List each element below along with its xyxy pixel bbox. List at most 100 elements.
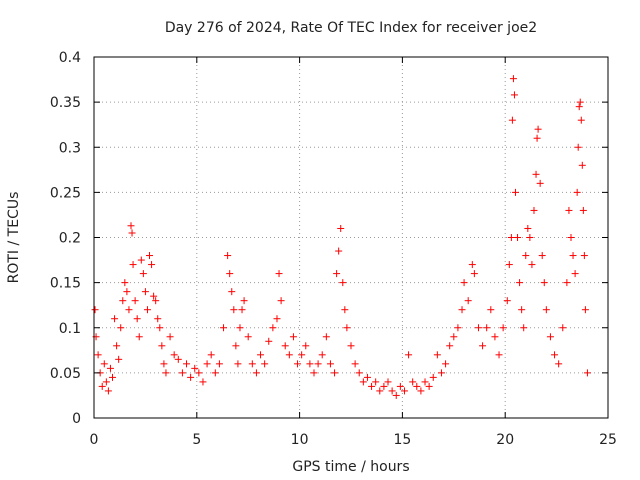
data-point [355,369,363,377]
data-point [183,360,191,368]
data-point [540,279,548,287]
data-point [491,333,499,341]
data-point [384,378,392,386]
data-points [91,75,591,399]
data-point [261,360,269,368]
data-point [433,351,441,359]
data-point [98,382,106,390]
data-point [166,333,174,341]
data-point [450,333,458,341]
data-point [526,234,534,241]
data-point [318,351,326,359]
data-point [104,387,112,395]
data-point [215,360,223,368]
data-point [442,360,450,368]
data-point [405,351,413,359]
data-point [392,391,400,399]
data-point [536,179,544,187]
data-point [298,351,306,359]
data-point [162,369,170,377]
data-point [509,75,517,83]
data-point [322,333,330,341]
data-point [464,297,472,305]
data-point [273,315,281,323]
data-point [569,252,577,260]
data-point [141,288,149,296]
data-point [514,234,522,241]
data-point [244,333,252,341]
data-point [294,360,302,368]
data-point [139,270,147,278]
data-point [474,324,482,332]
data-point [483,324,491,332]
data-point [117,324,125,332]
data-point [507,234,515,241]
data-point [94,351,102,359]
data-point [532,170,540,178]
data-point [576,98,584,106]
data-point [567,234,575,241]
data-point [154,315,162,323]
data-point [302,342,310,350]
data-point [555,360,563,368]
x-axis-label: GPS time / hours [292,459,409,475]
x-tick-label: 25 [599,432,617,448]
data-point [376,387,384,395]
data-point [143,306,151,314]
data-point [131,297,139,305]
data-point [100,360,108,368]
data-point [581,306,589,314]
data-point [524,224,532,232]
data-point [269,324,277,332]
data-point [559,324,567,332]
data-point [135,333,143,341]
data-point [341,306,349,314]
data-point [281,342,289,350]
chart-title: Day 276 of 2024, Rate Of TEC Index for r… [165,20,537,36]
data-point [510,91,518,99]
data-point [226,270,234,278]
data-point [400,387,408,395]
data-point [368,382,376,390]
data-point [359,378,367,386]
data-point [232,342,240,350]
data-point [203,360,211,368]
data-point [499,324,507,332]
data-point [533,134,541,142]
data-point [238,306,246,314]
data-point [228,288,236,296]
data-point [563,279,571,287]
data-point [409,378,417,386]
data-point [113,342,121,350]
data-point [479,342,487,350]
data-point [158,342,166,350]
data-point [351,360,359,368]
data-point [574,143,582,151]
data-point [178,369,186,377]
data-point [337,224,345,232]
data-point [123,288,131,296]
y-tick-label: 0.4 [59,50,81,66]
data-point [195,369,203,377]
data-point [580,252,588,260]
data-point [396,382,404,390]
data-point [187,373,195,381]
data-point [257,351,265,359]
data-point [146,252,154,260]
data-point [289,333,297,341]
data-point [170,351,178,359]
data-point [326,360,334,368]
data-point [125,306,133,314]
data-point [425,382,433,390]
data-point [534,125,542,133]
data-point [518,306,526,314]
data-point [542,306,550,314]
data-point [127,222,135,230]
data-point [579,206,587,214]
data-point [363,373,371,381]
data-point [417,387,425,395]
data-point [421,378,429,386]
data-point [505,261,513,269]
data-point [91,306,99,314]
